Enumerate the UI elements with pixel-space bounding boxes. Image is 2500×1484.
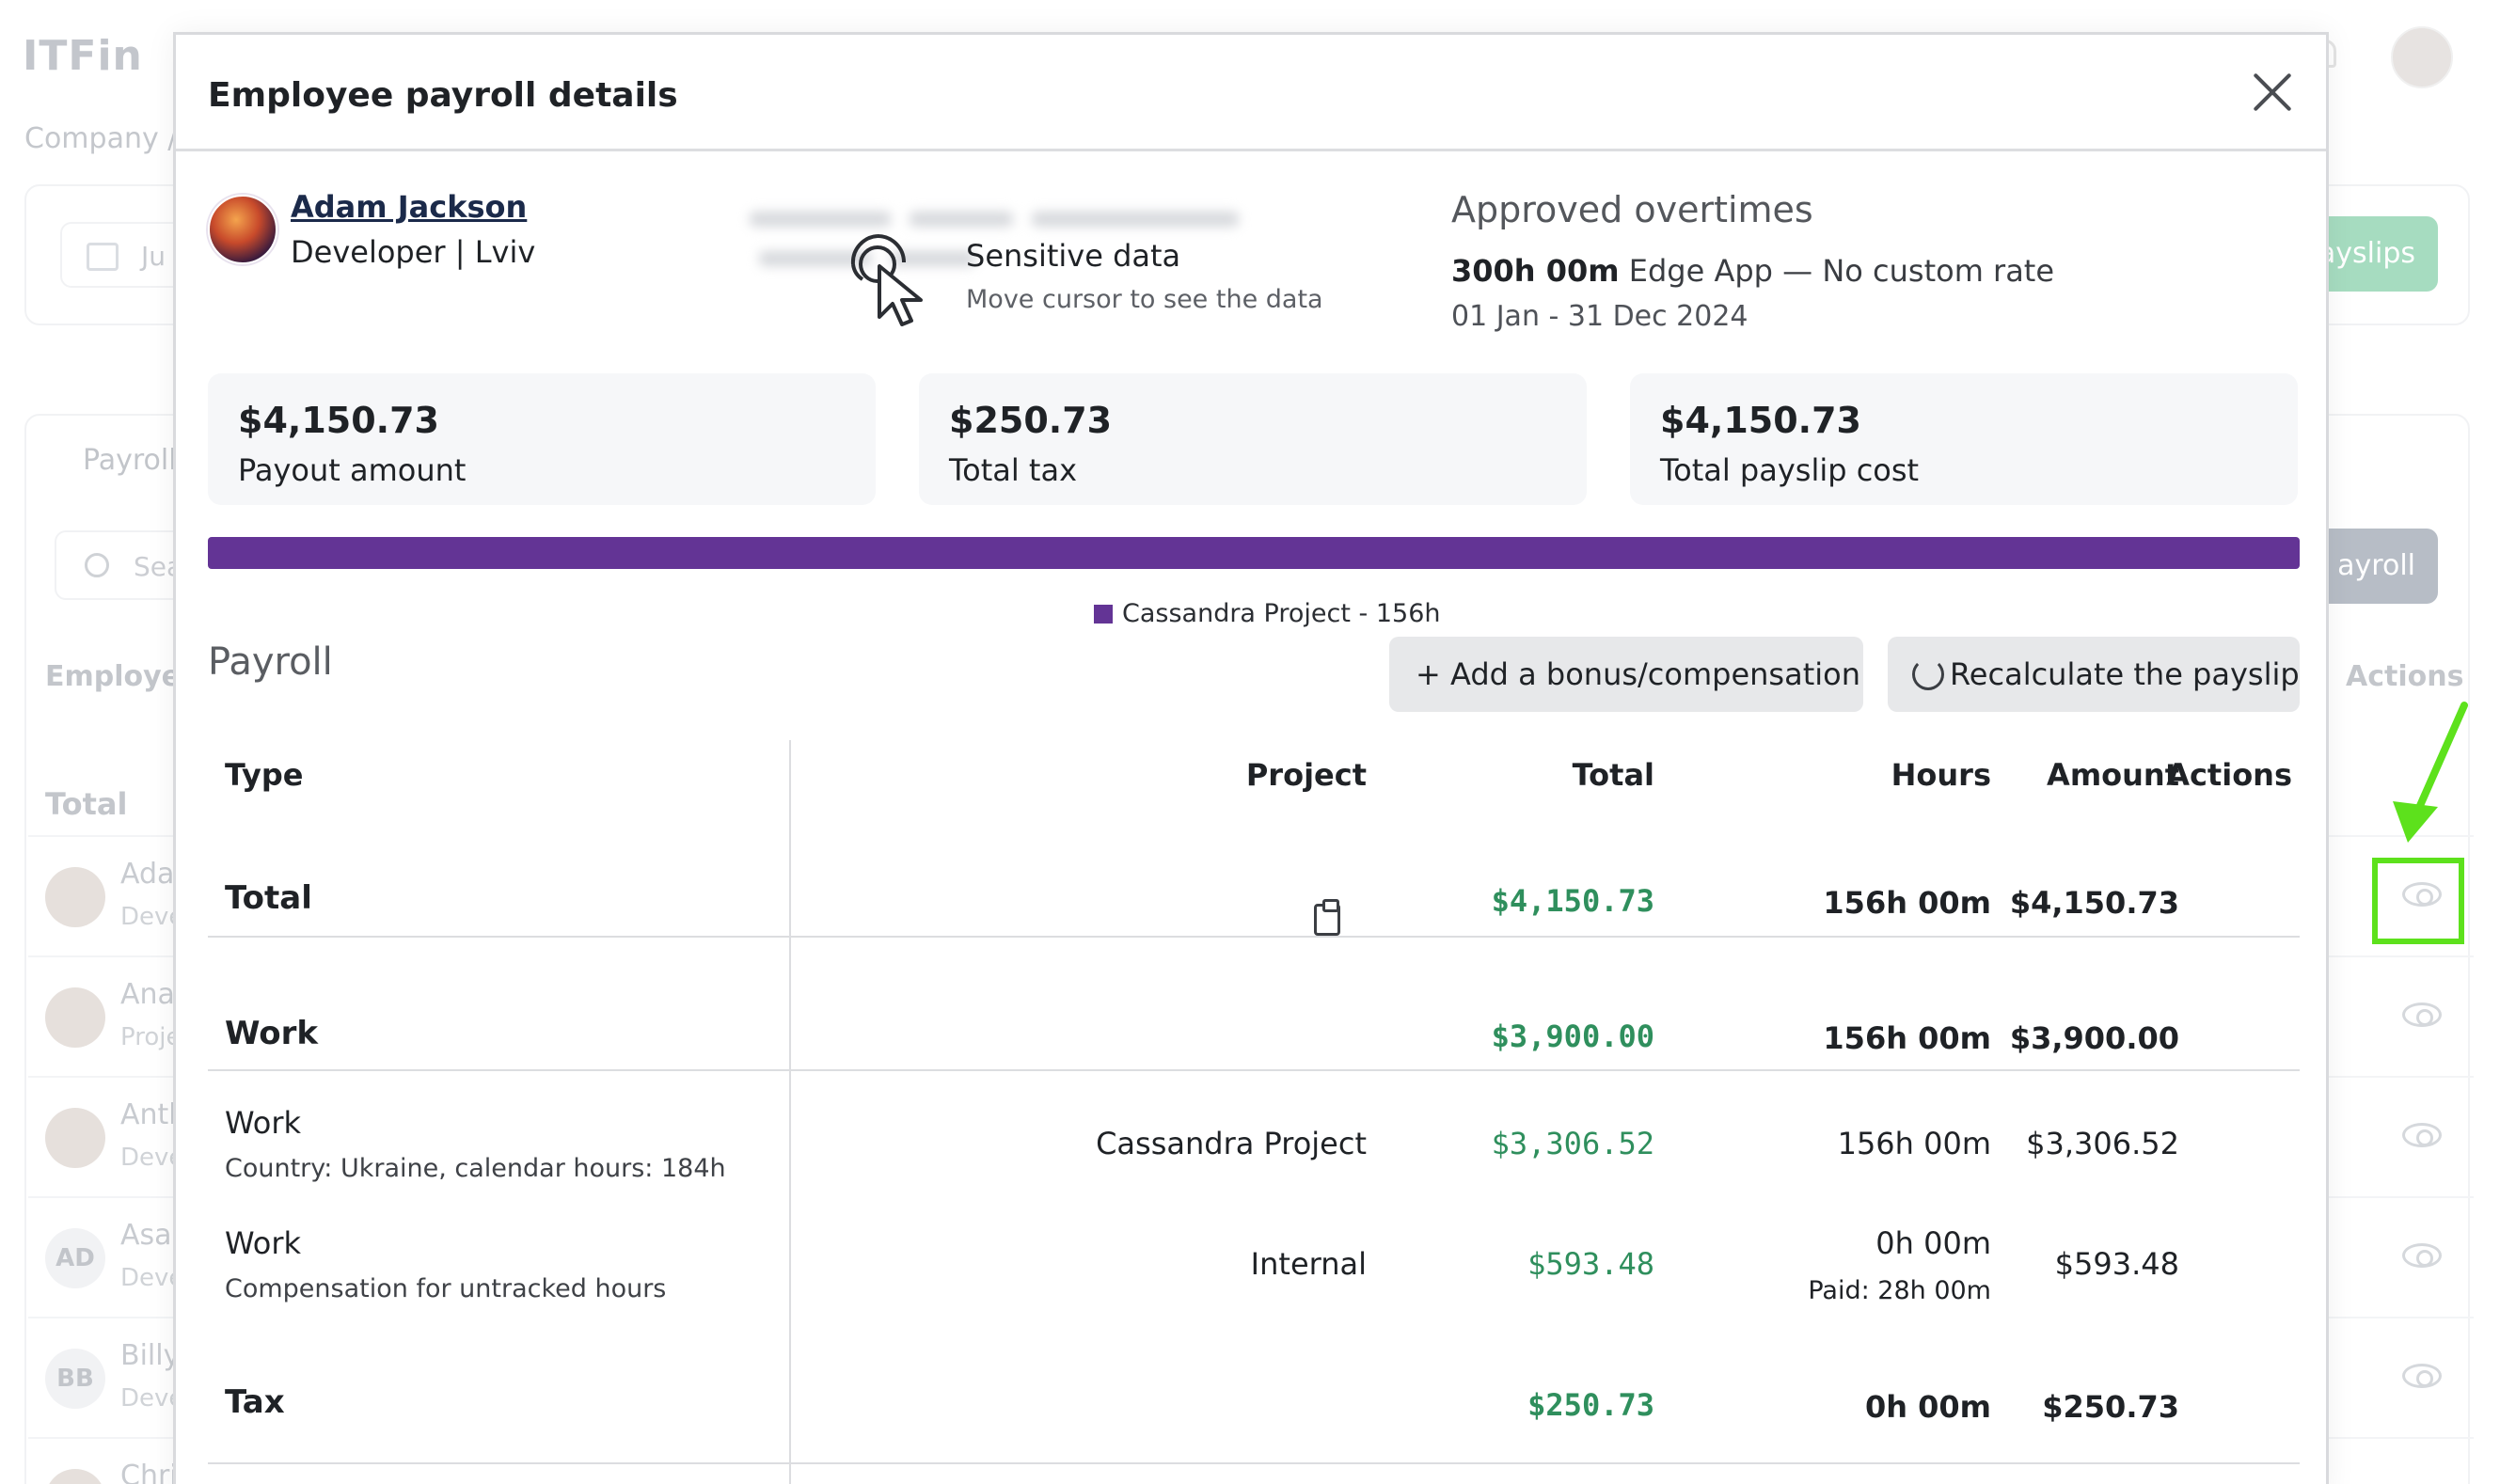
- work-item-note: Compensation for untracked hours: [225, 1274, 667, 1303]
- recalculate-label: Recalculate the payslip: [1950, 656, 2300, 692]
- tax-row-hours: 0h 00m: [1864, 1389, 1991, 1425]
- recalculate-payslip-button[interactable]: Recalculate the payslip: [1888, 637, 2300, 712]
- total-label: Total: [45, 786, 128, 822]
- payslip-cost-value: $4,150.73: [1660, 400, 1861, 441]
- tax-row-type: Tax: [225, 1383, 285, 1421]
- legend-label: Cassandra Project - 156h: [1122, 599, 1441, 628]
- search-icon: [85, 553, 109, 577]
- refresh-icon: [1912, 658, 1944, 690]
- column-header-amount: Amount: [2047, 757, 2179, 793]
- calendar-icon: [87, 243, 119, 271]
- overtime-project: Edge App — No custom rate: [1619, 253, 2055, 289]
- project-distribution-bar: [208, 537, 2300, 569]
- column-header-project: Project: [1245, 757, 1367, 793]
- work-row-hours: 156h 00m: [1823, 1020, 1991, 1056]
- work-row-total: $3,900.00: [1491, 1018, 1654, 1054]
- payout-amount-label: Payout amount: [238, 452, 467, 488]
- work-item-project: Internal: [1250, 1246, 1367, 1282]
- add-bonus-button[interactable]: + Add a bonus/compensation: [1389, 637, 1863, 712]
- table-divider: [789, 740, 791, 1484]
- app-logo: ITFin: [23, 32, 143, 80]
- distribution-legend: Cassandra Project - 156h: [1094, 599, 1441, 628]
- work-item-type: Work: [225, 1225, 302, 1261]
- total-row-total: $4,150.73: [1491, 883, 1654, 919]
- eye-icon[interactable]: [2402, 1123, 2442, 1147]
- user-avatar[interactable]: [2391, 26, 2453, 88]
- overtime-hours: 300h 00m: [1451, 253, 1620, 289]
- total-tax-label: Total tax: [949, 452, 1077, 488]
- modal-title: Employee payroll details: [208, 76, 678, 115]
- avatar: AD: [45, 1228, 105, 1288]
- payroll-section-title: Payroll: [208, 640, 333, 684]
- avatar: BB: [45, 1349, 105, 1409]
- sensitive-data-blur[interactable]: [750, 193, 1258, 296]
- work-item-amount: $593.48: [2054, 1246, 2179, 1282]
- tab-payroll[interactable]: Payroll: [83, 444, 177, 477]
- total-row-hours: 156h 00m: [1823, 885, 1991, 921]
- work-item-hours: 156h 00m: [1837, 1126, 1991, 1161]
- employee-role: Proje: [120, 1023, 182, 1051]
- column-header-actions: Actions: [2166, 757, 2292, 793]
- highlight-box: [2372, 858, 2464, 944]
- touch-pointer-icon: [850, 234, 923, 326]
- work-row-amount: $3,900.00: [2009, 1020, 2179, 1056]
- date-filter-label: Ju: [141, 241, 166, 272]
- payslip-cost-label: Total payslip cost: [1660, 452, 1920, 488]
- eye-icon[interactable]: [2402, 1364, 2442, 1388]
- overtimes-title: Approved overtimes: [1451, 189, 1813, 230]
- employee-name[interactable]: Ana: [120, 978, 175, 1011]
- sensitive-data-subtitle: Move cursor to see the data: [966, 285, 1323, 314]
- column-header-total: Total: [1572, 757, 1654, 793]
- row-divider: [208, 936, 2300, 938]
- total-row-type: Total: [225, 879, 312, 917]
- employee-name[interactable]: Ada: [120, 858, 175, 891]
- copy-icon[interactable]: [1314, 899, 1340, 936]
- modal-header: Employee payroll details: [176, 35, 2326, 151]
- avatar: [45, 1108, 105, 1168]
- overtimes-line: 300h 00m Edge App — No custom rate: [1451, 253, 2054, 289]
- work-item-amount: $3,306.52: [2026, 1126, 2179, 1161]
- avatar: [45, 1469, 105, 1484]
- eye-icon[interactable]: [2402, 1243, 2442, 1268]
- avatar: [45, 987, 105, 1048]
- total-tax-value: $250.73: [949, 400, 1113, 441]
- work-item-total: $593.48: [1527, 1246, 1654, 1282]
- summary-card-cost: $4,150.73 Total payslip cost: [1630, 373, 2298, 505]
- column-header-hours: Hours: [1891, 757, 1991, 793]
- employee-avatar: [208, 195, 277, 264]
- work-item-project: Cassandra Project: [1096, 1126, 1367, 1161]
- summary-card-payout: $4,150.73 Payout amount: [208, 373, 876, 505]
- work-item-type: Work: [225, 1105, 302, 1141]
- legend-swatch: [1094, 605, 1113, 624]
- row-divider: [208, 1462, 2300, 1464]
- employee-name[interactable]: Billy: [120, 1339, 181, 1372]
- row-divider: [208, 1069, 2300, 1071]
- employee-name-link[interactable]: Adam Jackson: [291, 189, 528, 225]
- close-icon[interactable]: [2251, 71, 2294, 114]
- column-header-type: Type: [225, 757, 304, 793]
- breadcrumb[interactable]: Company /: [24, 122, 178, 155]
- eye-icon[interactable]: [2402, 1002, 2442, 1027]
- payroll-details-modal: Employee payroll details Adam Jackson De…: [173, 32, 2329, 1484]
- work-row-type: Work: [225, 1015, 319, 1052]
- work-item-total: $3,306.52: [1491, 1126, 1654, 1161]
- work-item-paid-hours: Paid: 28h 00m: [1808, 1276, 1991, 1305]
- payout-amount-value: $4,150.73: [238, 400, 439, 441]
- work-item-note: Country: Ukraine, calendar hours: 184h: [225, 1154, 726, 1183]
- eye-icon[interactable]: [2402, 882, 2442, 907]
- work-item-hours: 0h 00m: [1875, 1225, 1991, 1261]
- employee-role: Developer | Lviv: [291, 234, 536, 270]
- tax-row-total: $250.73: [1527, 1387, 1654, 1423]
- total-row-amount: $4,150.73: [2009, 885, 2179, 921]
- column-header-actions: Actions: [2346, 660, 2464, 693]
- avatar: [45, 867, 105, 927]
- overtimes-dates: 01 Jan - 31 Dec 2024: [1451, 300, 1748, 333]
- summary-card-tax: $250.73 Total tax: [919, 373, 1587, 505]
- employee-name[interactable]: Chri: [120, 1460, 178, 1484]
- tax-row-amount: $250.73: [2042, 1389, 2179, 1425]
- employee-name[interactable]: Asar: [120, 1219, 183, 1252]
- sensitive-data-title: Sensitive data: [966, 238, 1181, 274]
